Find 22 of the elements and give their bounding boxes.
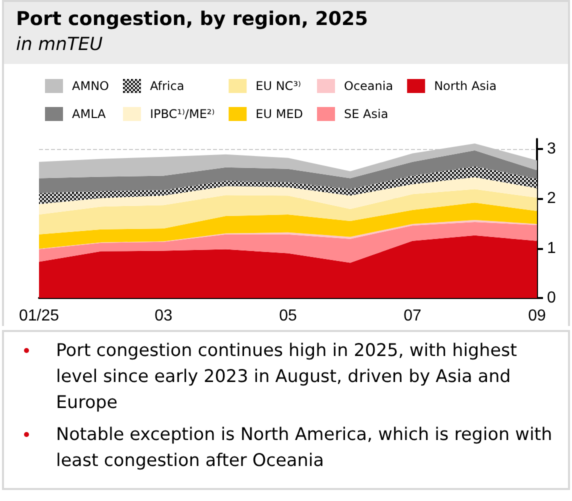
legend-label: AMLA: [72, 107, 107, 121]
x-tick-label: 09: [528, 308, 546, 324]
legend-label: North Asia: [434, 79, 497, 93]
chart-subtitle: in mnTEU: [16, 34, 104, 55]
chart-title: Port congestion, by region, 2025: [16, 8, 369, 30]
legend-label: EU MED: [256, 107, 304, 121]
legend-label: EU NC³⁾: [256, 79, 301, 93]
x-tick-label: 01/25: [18, 308, 60, 324]
legend-label: SE Asia: [344, 107, 388, 121]
x-tick-label: 07: [404, 308, 422, 324]
y-tick-label: 1: [547, 240, 556, 257]
text: Port congestion continues high in 2025, with highest level since early 2023 in August, driven by Asia and Europe: [56, 340, 518, 415]
x-tick-label: 05: [279, 308, 297, 324]
legend-label: Oceania: [344, 79, 394, 93]
legend-label: IPBC¹⁾/ME²⁾: [150, 107, 215, 121]
text: Notable exception is North America, which is region with least congestion after Oceania: [56, 424, 554, 473]
y-tick-label: 0: [547, 290, 556, 306]
legend-label: Africa: [150, 79, 184, 93]
y-tick-label: 2: [547, 190, 556, 208]
x-tick-label: 03: [154, 308, 172, 324]
y-tick-label: 3: [547, 140, 556, 158]
legend-label: AMNO: [72, 79, 109, 93]
